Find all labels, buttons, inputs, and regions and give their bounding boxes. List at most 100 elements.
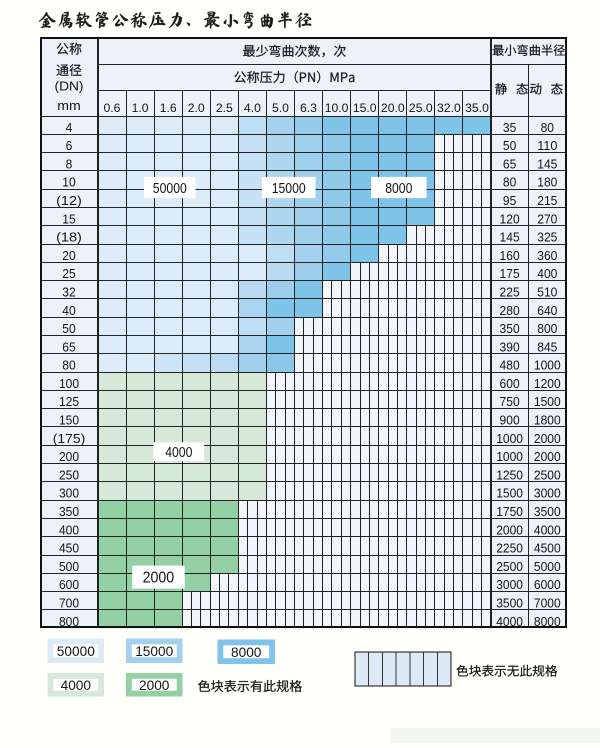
svg-text:5000: 5000 xyxy=(534,559,561,574)
svg-text:6.3: 6.3 xyxy=(300,101,317,115)
svg-text:8: 8 xyxy=(66,156,73,171)
svg-text:4000: 4000 xyxy=(496,614,523,629)
svg-text:400: 400 xyxy=(59,522,79,537)
svg-text:145: 145 xyxy=(500,230,520,245)
svg-text:65: 65 xyxy=(62,339,75,354)
svg-text:2000: 2000 xyxy=(143,570,175,587)
svg-text:4000: 4000 xyxy=(165,445,192,461)
svg-text:390: 390 xyxy=(500,339,520,354)
svg-text:600: 600 xyxy=(500,376,520,391)
svg-text:3500: 3500 xyxy=(534,504,561,519)
svg-text:640: 640 xyxy=(537,303,557,318)
svg-text:4000: 4000 xyxy=(61,677,92,693)
svg-text:6000: 6000 xyxy=(534,577,561,592)
svg-text:510: 510 xyxy=(537,285,557,300)
svg-text:325: 325 xyxy=(537,230,557,245)
svg-text:1200: 1200 xyxy=(534,376,561,391)
svg-text:225: 225 xyxy=(500,285,520,300)
svg-text:600: 600 xyxy=(59,577,79,592)
svg-text:4000: 4000 xyxy=(534,522,561,537)
svg-text:15000: 15000 xyxy=(272,181,306,197)
svg-text:40: 40 xyxy=(62,303,75,318)
svg-text:2500: 2500 xyxy=(496,559,523,574)
svg-text:145: 145 xyxy=(537,156,557,171)
svg-text:175: 175 xyxy=(500,266,520,281)
svg-text:95: 95 xyxy=(503,193,516,208)
svg-text:(12): (12) xyxy=(56,193,82,208)
svg-text:845: 845 xyxy=(537,339,557,354)
svg-text:50: 50 xyxy=(503,138,516,153)
svg-text:4: 4 xyxy=(66,120,73,135)
svg-text:65: 65 xyxy=(503,156,516,171)
svg-text:1500: 1500 xyxy=(496,486,523,501)
svg-text:2000: 2000 xyxy=(496,522,523,537)
svg-text:1000: 1000 xyxy=(534,358,561,373)
svg-text:0.6: 0.6 xyxy=(104,101,121,115)
svg-text:32.0: 32.0 xyxy=(437,101,461,115)
svg-text:1.6: 1.6 xyxy=(160,101,177,115)
svg-text:2000: 2000 xyxy=(139,677,170,693)
svg-text:700: 700 xyxy=(59,596,79,611)
svg-text:2500: 2500 xyxy=(534,467,561,482)
svg-text:350: 350 xyxy=(59,504,79,519)
svg-text:20.0: 20.0 xyxy=(381,101,405,115)
svg-text:4500: 4500 xyxy=(534,541,561,556)
svg-text:480: 480 xyxy=(500,358,520,373)
svg-text:50: 50 xyxy=(62,321,75,336)
svg-text:3500: 3500 xyxy=(496,596,523,611)
svg-text:215: 215 xyxy=(537,193,557,208)
svg-text:350: 350 xyxy=(500,321,520,336)
svg-text:15.0: 15.0 xyxy=(353,101,377,115)
svg-text:1000: 1000 xyxy=(496,431,523,446)
svg-text:80: 80 xyxy=(541,120,554,135)
svg-text:6: 6 xyxy=(66,138,73,153)
svg-text:10.0: 10.0 xyxy=(325,101,349,115)
svg-text:15: 15 xyxy=(62,211,75,226)
svg-text:80: 80 xyxy=(62,358,75,373)
svg-text:32: 32 xyxy=(62,285,75,300)
svg-text:200: 200 xyxy=(59,449,79,464)
svg-text:2.5: 2.5 xyxy=(216,101,233,115)
svg-text:450: 450 xyxy=(59,541,79,556)
svg-text:5.0: 5.0 xyxy=(272,101,289,115)
svg-text:1800: 1800 xyxy=(534,413,561,428)
svg-text:120: 120 xyxy=(500,211,520,226)
svg-text:3000: 3000 xyxy=(534,486,561,501)
svg-text:360: 360 xyxy=(537,248,557,263)
svg-text:8000: 8000 xyxy=(534,614,561,629)
svg-text:50000: 50000 xyxy=(57,643,95,659)
svg-text:2250: 2250 xyxy=(496,541,523,556)
svg-text:150: 150 xyxy=(59,413,79,428)
svg-text:300: 300 xyxy=(59,486,79,501)
svg-text:500: 500 xyxy=(59,559,79,574)
svg-text:400: 400 xyxy=(537,266,557,281)
svg-text:2.0: 2.0 xyxy=(188,101,205,115)
svg-text:25: 25 xyxy=(62,266,75,281)
svg-text:7000: 7000 xyxy=(534,596,561,611)
svg-text:3000: 3000 xyxy=(496,577,523,592)
svg-text:50000: 50000 xyxy=(153,181,187,197)
svg-text:mm: mm xyxy=(57,98,81,113)
svg-text:1250: 1250 xyxy=(496,467,523,482)
svg-text:2000: 2000 xyxy=(534,431,561,446)
svg-text:270: 270 xyxy=(537,211,557,226)
svg-text:25.0: 25.0 xyxy=(409,101,433,115)
svg-text:125: 125 xyxy=(59,394,79,409)
svg-text:4.0: 4.0 xyxy=(244,101,261,115)
svg-text:750: 750 xyxy=(500,394,520,409)
svg-text:(175): (175) xyxy=(53,431,86,446)
svg-text:110: 110 xyxy=(537,138,557,153)
svg-text:900: 900 xyxy=(500,413,520,428)
svg-text:1000: 1000 xyxy=(496,449,523,464)
svg-text:250: 250 xyxy=(59,467,79,482)
svg-text:2000: 2000 xyxy=(534,449,561,464)
svg-text:1750: 1750 xyxy=(496,504,523,519)
svg-text:1500: 1500 xyxy=(534,394,561,409)
svg-text:80: 80 xyxy=(503,175,516,190)
svg-text:20: 20 xyxy=(62,248,75,263)
svg-text:800: 800 xyxy=(537,321,557,336)
svg-text:100: 100 xyxy=(59,376,79,391)
svg-text:160: 160 xyxy=(500,248,520,263)
svg-text:180: 180 xyxy=(537,175,557,190)
svg-text:(DN): (DN) xyxy=(55,79,84,94)
